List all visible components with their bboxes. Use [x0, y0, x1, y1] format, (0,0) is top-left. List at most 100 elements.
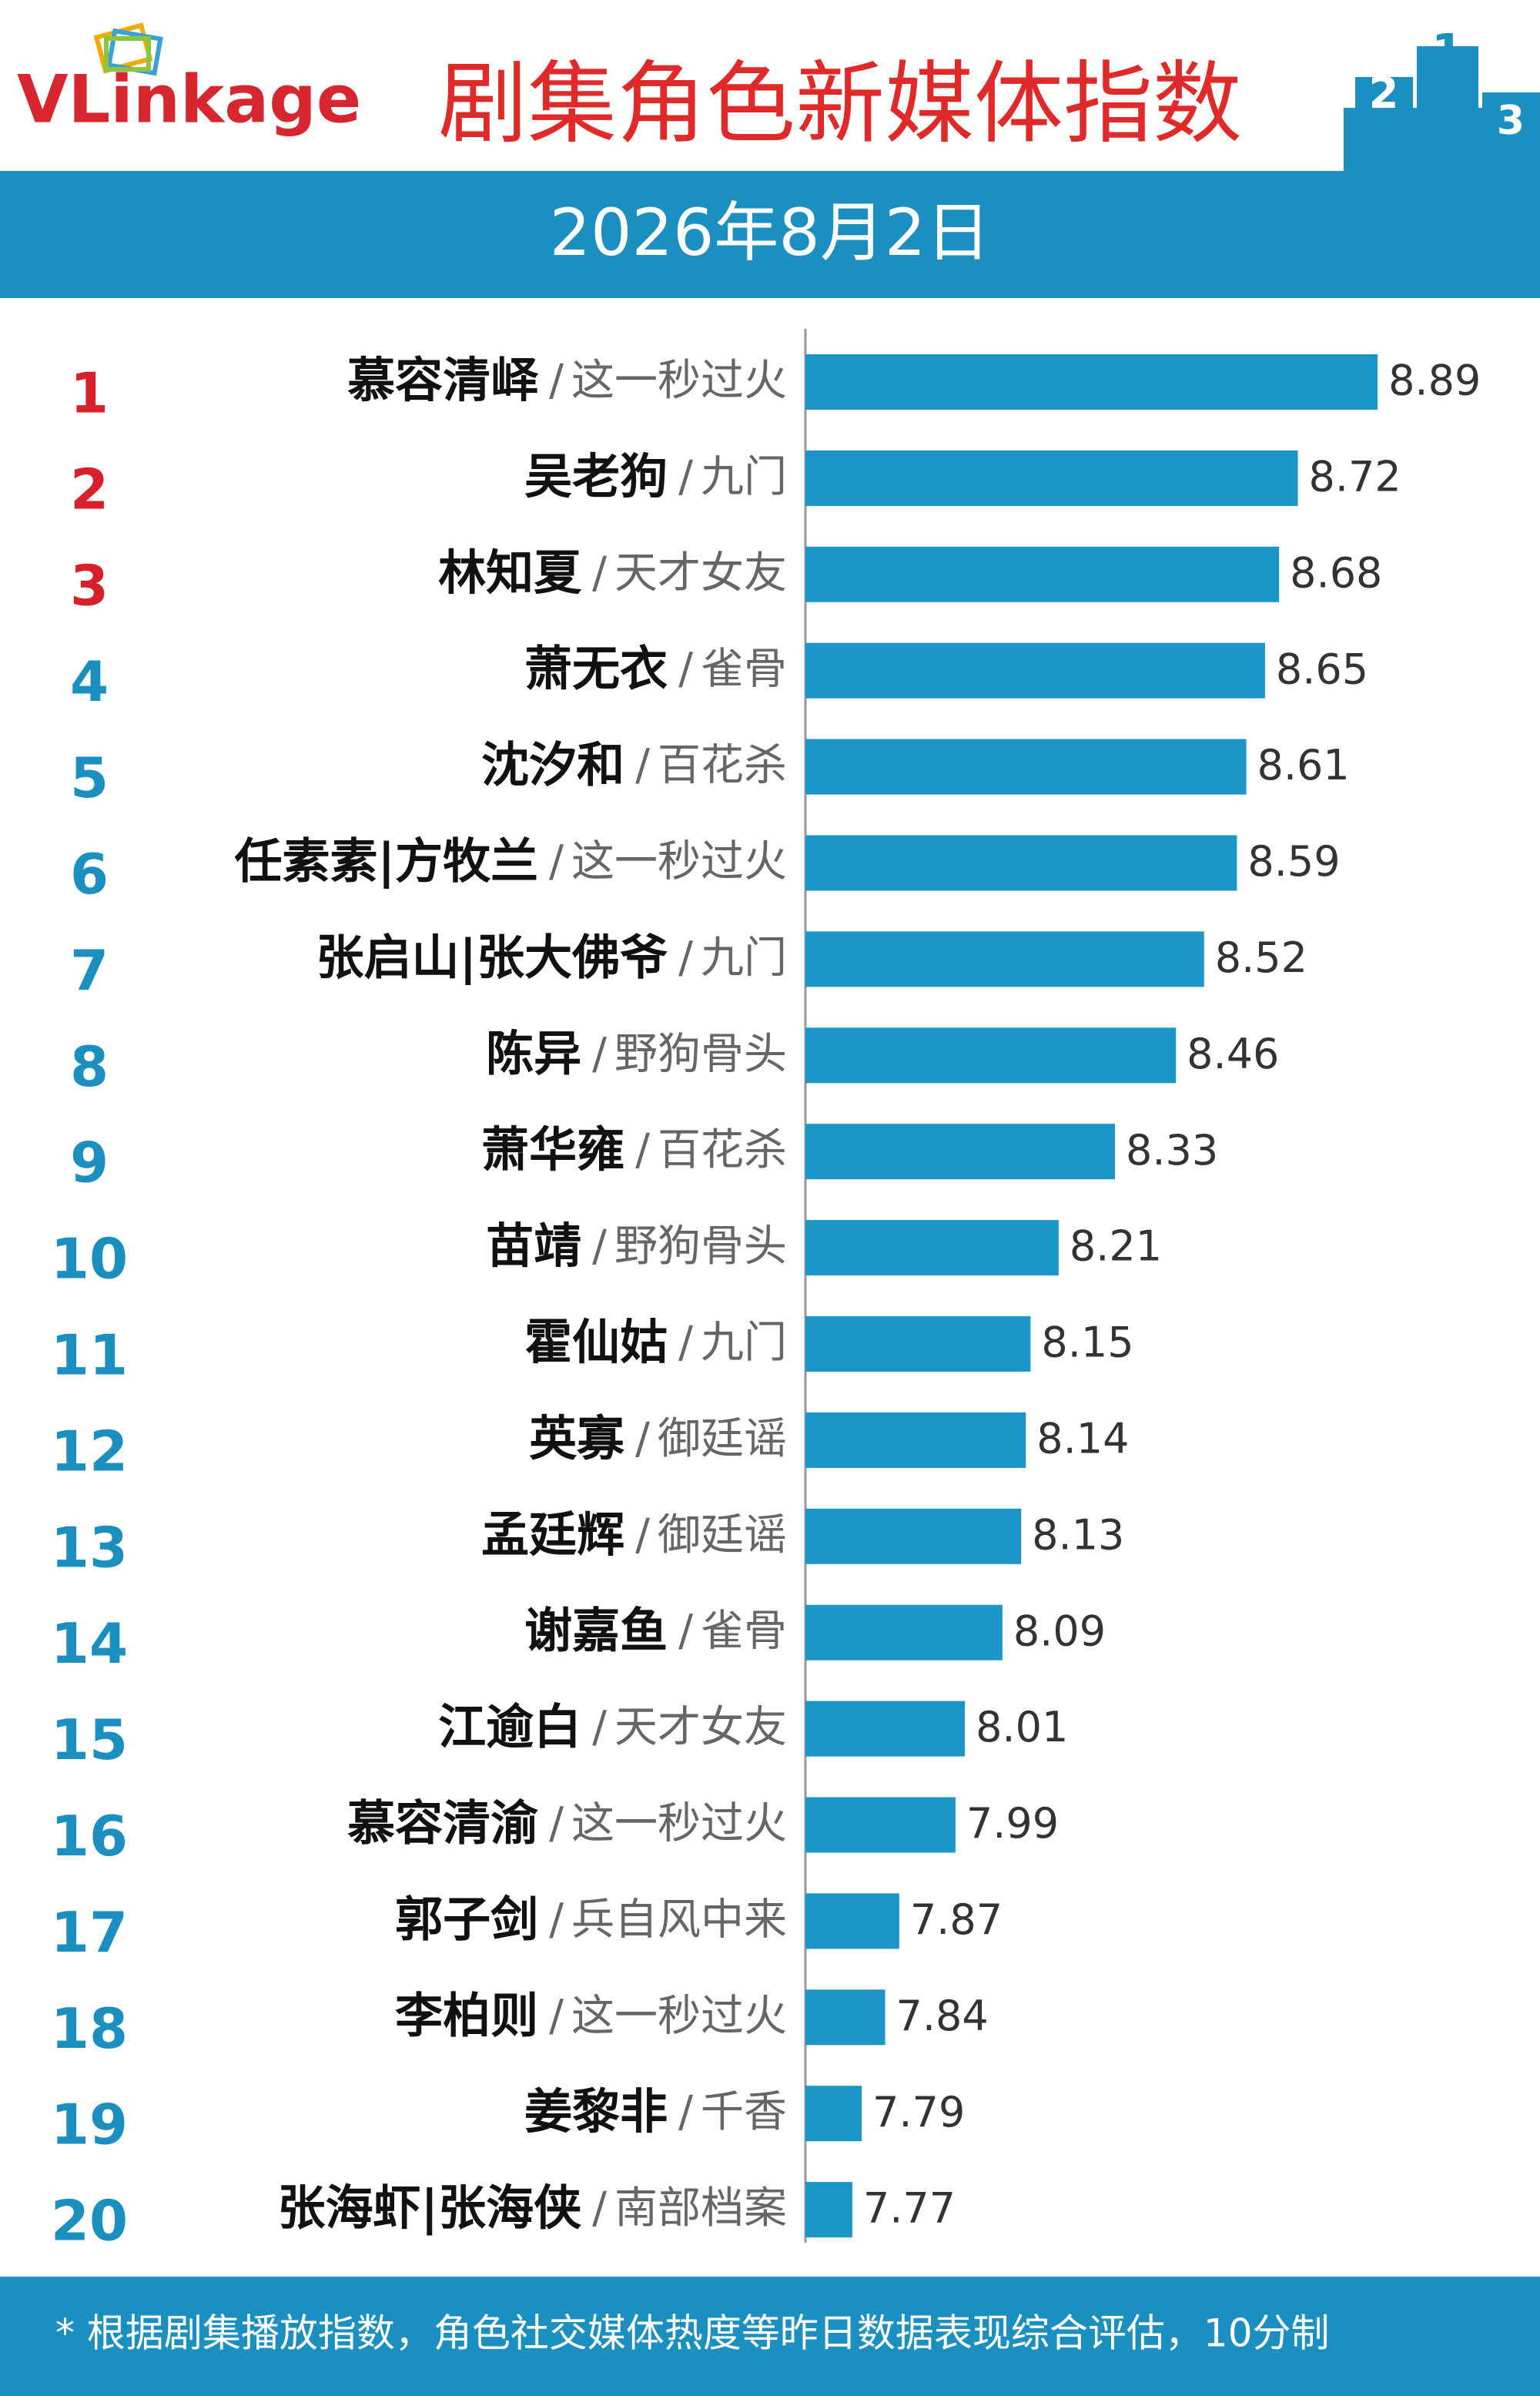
- bar: [805, 1124, 1115, 1180]
- separator: /: [592, 1029, 607, 1079]
- row-label: 慕容清峄 / 这一秒过火: [347, 352, 787, 408]
- show-name: 九门: [701, 452, 787, 502]
- value-label: 8.61: [1257, 741, 1350, 789]
- row-label: 张启山|张大佛爷 / 九门: [316, 929, 787, 986]
- value-label: 8.14: [1036, 1415, 1129, 1463]
- bar: [805, 2182, 852, 2238]
- value-label: 7.79: [872, 2088, 965, 2136]
- separator: /: [678, 452, 693, 502]
- podium-label: 3: [1497, 98, 1525, 144]
- row-label: 孟廷辉 / 御廷谣: [481, 1506, 787, 1563]
- row-label: 谢嘉鱼 / 雀骨: [524, 1603, 787, 1659]
- row-label: 霍仙姑 / 九门: [524, 1314, 787, 1370]
- rank-label: 10: [51, 1227, 128, 1292]
- show-name: 这一秒过火: [571, 1799, 787, 1849]
- bar: [805, 2086, 862, 2142]
- separator: /: [678, 1607, 693, 1657]
- separator: /: [592, 548, 607, 598]
- value-label: 8.68: [1290, 548, 1382, 597]
- show-name: 百花杀: [658, 1125, 787, 1175]
- rank-label: 16: [51, 1804, 128, 1868]
- show-name: 兵自风中来: [571, 1895, 787, 1945]
- rank-label: 11: [51, 1323, 128, 1388]
- rank-label: 19: [51, 2093, 128, 2157]
- character-name: 英寡: [529, 1410, 624, 1466]
- character-name: 姜黎非: [524, 2083, 668, 2140]
- character-name: 吴老狗: [524, 448, 668, 504]
- value-label: 8.46: [1187, 1030, 1279, 1078]
- bar: [805, 642, 1265, 699]
- row-label: 英寡 / 御廷谣: [529, 1410, 787, 1466]
- bar: [805, 931, 1204, 987]
- separator: /: [592, 2183, 607, 2233]
- value-label: 7.84: [896, 1992, 989, 2040]
- value-label: 8.65: [1276, 645, 1368, 693]
- rank-label: 2: [70, 457, 109, 521]
- show-name: 野狗骨头: [614, 1029, 787, 1079]
- row-label: 张海虾|张海侠 / 南部档案: [277, 2180, 787, 2237]
- logo-icon: [93, 22, 163, 76]
- character-name: 陈异: [486, 1025, 581, 1081]
- row-label: 姜黎非 / 千香: [524, 2083, 787, 2140]
- character-name: 林知夏: [438, 545, 582, 601]
- bar: [805, 1220, 1059, 1276]
- show-name: 御廷谣: [658, 1414, 787, 1464]
- rank-label: 6: [70, 842, 109, 906]
- character-name: 孟廷辉: [481, 1506, 624, 1563]
- rank-label: 15: [51, 1707, 128, 1772]
- show-name: 雀骨: [701, 1607, 787, 1657]
- character-name: 李柏则: [395, 1987, 538, 2043]
- row-label: 江逾白 / 天才女友: [438, 1699, 787, 1755]
- rank-label: 5: [70, 746, 109, 810]
- separator: /: [549, 1991, 564, 2041]
- value-label: 7.77: [863, 2184, 956, 2233]
- row-label: 林知夏 / 天才女友: [438, 545, 787, 601]
- bar: [805, 450, 1298, 506]
- separator: /: [635, 1125, 650, 1175]
- bar: [805, 1027, 1177, 1084]
- character-name: 萧无衣: [524, 641, 668, 697]
- separator: /: [678, 933, 693, 984]
- chart-title: 剧集角色新媒体指数: [438, 52, 1242, 156]
- bar: [805, 1316, 1031, 1372]
- character-name: 霍仙姑: [524, 1314, 668, 1370]
- row-label: 苗靖 / 野狗骨头: [486, 1218, 787, 1274]
- value-label: 8.13: [1032, 1510, 1124, 1559]
- value-label: 8.72: [1309, 453, 1401, 501]
- bar: [805, 1412, 1026, 1468]
- separator: /: [635, 1414, 650, 1464]
- show-name: 千香: [701, 2087, 787, 2137]
- character-name: 慕容清峄: [347, 352, 539, 408]
- bar: [805, 739, 1247, 795]
- rank-label: 13: [51, 1515, 128, 1580]
- separator: /: [635, 1510, 650, 1560]
- show-name: 这一秒过火: [571, 356, 787, 406]
- bar: [805, 1701, 966, 1757]
- character-name: 任素素|方牧兰: [234, 833, 538, 890]
- row-label: 陈异 / 野狗骨头: [486, 1025, 787, 1081]
- header-band: [0, 171, 1540, 298]
- row-label: 慕容清渝 / 这一秒过火: [347, 1795, 787, 1851]
- value-label: 8.15: [1041, 1319, 1133, 1367]
- podium: [1344, 46, 1540, 171]
- rank-label: 9: [70, 1131, 109, 1195]
- character-name: 苗靖: [486, 1218, 581, 1274]
- rank-label: 20: [51, 2189, 128, 2254]
- rank-label: 7: [70, 938, 109, 1003]
- rank-label: 14: [51, 1611, 128, 1676]
- row-label: 郭子剑 / 兵自风中来: [395, 1891, 787, 1947]
- rank-label: 1: [70, 361, 109, 426]
- show-name: 百花杀: [658, 741, 787, 791]
- character-name: 萧华雍: [481, 1121, 624, 1178]
- character-name: 沈汐和: [481, 737, 624, 793]
- rank-label: 18: [51, 1996, 128, 2061]
- show-name: 天才女友: [614, 548, 787, 598]
- row-label: 萧无衣 / 雀骨: [524, 641, 787, 697]
- value-label: 8.33: [1126, 1126, 1218, 1175]
- show-name: 这一秒过火: [571, 1991, 787, 2041]
- chart-subtitle: 2026年8月2日: [550, 195, 991, 270]
- separator: /: [592, 1703, 607, 1753]
- podium-label: 2: [1369, 69, 1399, 119]
- show-name: 御廷谣: [658, 1510, 787, 1560]
